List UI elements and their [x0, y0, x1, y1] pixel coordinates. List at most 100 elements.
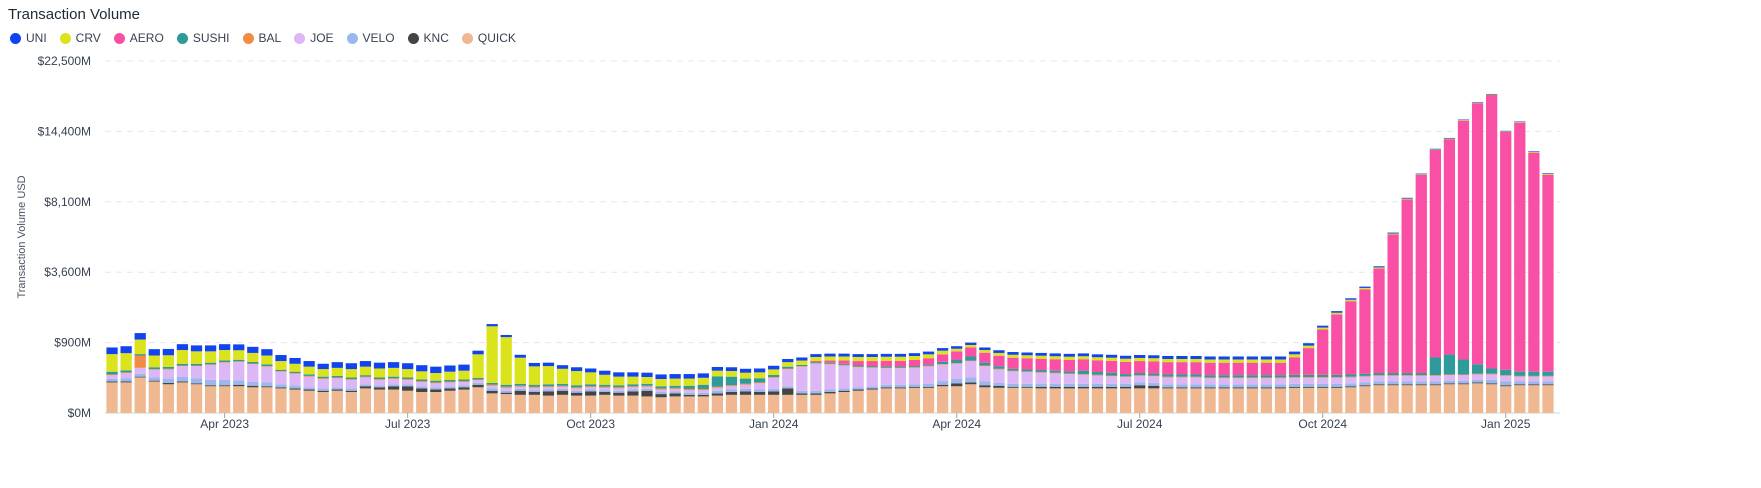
bar-segment-velo[interactable]	[782, 386, 794, 389]
bar-segment-joe[interactable]	[1387, 375, 1399, 382]
bar-stack[interactable]	[810, 354, 822, 413]
bar-segment-joe[interactable]	[1162, 377, 1174, 385]
bar-segment-joe[interactable]	[1528, 376, 1540, 382]
bar-stack[interactable]	[289, 357, 301, 413]
bar-stack[interactable]	[725, 367, 738, 413]
bar-segment-crv[interactable]	[275, 361, 287, 370]
bar-segment-uni[interactable]	[416, 365, 428, 372]
bar-segment-joe[interactable]	[1105, 376, 1118, 384]
bar-stack[interactable]	[1317, 325, 1329, 413]
bar-segment-bal[interactable]	[1105, 375, 1118, 377]
bar-segment-velo[interactable]	[1021, 383, 1033, 387]
bar-segment-bal[interactable]	[1486, 373, 1498, 375]
bar-segment-velo[interactable]	[345, 388, 357, 391]
bar-segment-joe[interactable]	[810, 363, 822, 391]
bar-segment-bal[interactable]	[387, 378, 400, 379]
bar-segment-quick[interactable]	[613, 395, 625, 413]
bar-segment-quick[interactable]	[472, 387, 484, 413]
bar-segment-joe[interactable]	[1415, 375, 1427, 382]
bar-stack[interactable]	[1134, 355, 1146, 413]
bar-segment-quick[interactable]	[1471, 383, 1484, 413]
bar-segment-joe[interactable]	[1288, 377, 1301, 384]
bar-stack[interactable]	[148, 349, 160, 413]
bar-stack[interactable]	[514, 354, 526, 413]
bar-segment-sushi[interactable]	[472, 377, 484, 380]
bar-segment-joe[interactable]	[1486, 374, 1498, 380]
bar-segment-quick[interactable]	[683, 396, 695, 413]
bar-stack[interactable]	[753, 368, 766, 413]
bar-segment-uni[interactable]	[261, 349, 273, 356]
bar-segment-uni[interactable]	[402, 363, 414, 370]
bar-segment-velo[interactable]	[1148, 382, 1160, 386]
bar-stack[interactable]	[1218, 356, 1230, 413]
bar-segment-sushi[interactable]	[1035, 370, 1047, 373]
bar-segment-bal[interactable]	[317, 378, 329, 379]
bar-segment-knc[interactable]	[120, 381, 132, 383]
bar-segment-sushi[interactable]	[739, 378, 752, 384]
bar-segment-sushi[interactable]	[1359, 373, 1371, 376]
bar-segment-quick[interactable]	[345, 392, 357, 413]
bar-segment-sushi[interactable]	[1514, 371, 1526, 376]
bar-segment-aero[interactable]	[1218, 362, 1230, 376]
bar-segment-quick[interactable]	[866, 389, 878, 413]
bar-segment-crv[interactable]	[204, 351, 217, 363]
bar-stack[interactable]	[1091, 354, 1104, 413]
bar-segment-crv[interactable]	[739, 372, 752, 379]
bar-segment-crv[interactable]	[1204, 359, 1216, 363]
bar-segment-velo[interactable]	[1246, 384, 1258, 388]
bar-segment-knc[interactable]	[542, 391, 555, 396]
bar-segment-velo[interactable]	[275, 384, 287, 388]
bar-segment-crv[interactable]	[697, 377, 709, 385]
bar-segment-quick[interactable]	[725, 394, 738, 413]
bar-segment-velo[interactable]	[936, 381, 949, 385]
bar-segment-velo[interactable]	[444, 386, 456, 389]
bar-segment-quick[interactable]	[739, 394, 752, 413]
bar-segment-velo[interactable]	[317, 388, 329, 391]
bar-segment-quick[interactable]	[993, 387, 1005, 413]
bar-segment-knc[interactable]	[556, 390, 569, 395]
bar-segment-bal[interactable]	[880, 367, 892, 369]
bar-segment-joe[interactable]	[387, 378, 400, 385]
bar-segment-quick[interactable]	[1218, 388, 1230, 413]
bar-segment-uni[interactable]	[1190, 356, 1202, 359]
bar-segment-joe[interactable]	[852, 367, 864, 388]
bar-stack[interactable]	[1077, 353, 1090, 413]
bar-segment-sushi[interactable]	[965, 356, 977, 361]
bar-segment-sushi[interactable]	[162, 366, 174, 369]
bar-stack[interactable]	[1471, 102, 1484, 413]
bar-segment-knc[interactable]	[303, 389, 315, 391]
bar-segment-crv[interactable]	[810, 356, 822, 362]
bar-segment-bal[interactable]	[599, 386, 611, 388]
bar-stack[interactable]	[1288, 351, 1301, 413]
bar-segment-aero[interactable]	[1232, 362, 1244, 376]
bar-segment-aero[interactable]	[1246, 362, 1258, 376]
bar-segment-quick[interactable]	[148, 381, 160, 413]
bar-segment-bal[interactable]	[1331, 377, 1343, 378]
bar-segment-sushi[interactable]	[1162, 374, 1174, 377]
bar-segment-crv[interactable]	[387, 367, 400, 377]
bar-segment-sushi[interactable]	[1288, 374, 1301, 378]
bar-segment-velo[interactable]	[768, 388, 780, 392]
bar-segment-quick[interactable]	[1514, 385, 1526, 413]
bar-segment-knc[interactable]	[908, 386, 921, 388]
bar-segment-velo[interactable]	[387, 384, 400, 387]
bar-stack[interactable]	[796, 357, 808, 413]
bar-segment-bal[interactable]	[1443, 374, 1456, 376]
bar-segment-bal[interactable]	[289, 373, 301, 374]
bar-segment-uni[interactable]	[1218, 356, 1230, 360]
bar-segment-bal[interactable]	[655, 388, 667, 390]
bar-segment-crv[interactable]	[359, 366, 372, 376]
bar-segment-joe[interactable]	[1274, 378, 1287, 385]
bar-segment-uni[interactable]	[1148, 355, 1160, 359]
bar-segment-velo[interactable]	[585, 389, 597, 392]
bar-stack[interactable]	[1035, 352, 1047, 413]
bar-segment-velo[interactable]	[1274, 384, 1287, 388]
bar-segment-knc[interactable]	[1148, 385, 1160, 389]
bar-segment-bal[interactable]	[1120, 376, 1132, 378]
bar-segment-bal[interactable]	[1134, 375, 1146, 376]
bar-segment-velo[interactable]	[120, 378, 132, 382]
bar-segment-bal[interactable]	[1359, 375, 1371, 377]
bar-segment-crv[interactable]	[373, 368, 386, 378]
bar-segment-velo[interactable]	[951, 378, 963, 384]
bar-segment-joe[interactable]	[134, 367, 146, 374]
